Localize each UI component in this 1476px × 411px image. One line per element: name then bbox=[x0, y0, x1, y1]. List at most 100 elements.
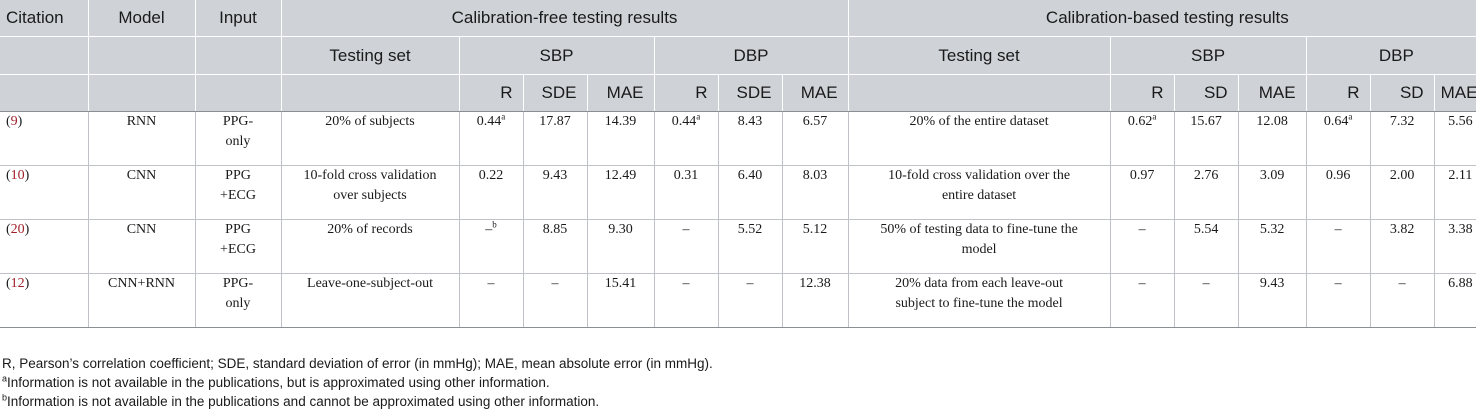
based-dbp-r-cell: – bbox=[1305, 219, 1371, 274]
footnote-a: aInformation is not available in the pub… bbox=[2, 373, 713, 392]
testing-set-line: model bbox=[961, 242, 997, 257]
citation-link[interactable]: 12 bbox=[10, 276, 25, 291]
free-dbp-sde-cell: 5.52 bbox=[717, 219, 782, 274]
based-dbp-sd-header: SD bbox=[1369, 74, 1435, 112]
citation-link[interactable]: 10 bbox=[10, 168, 25, 183]
free-dbp-mae-cell: 12.38 bbox=[781, 273, 849, 328]
citation-paren: ( bbox=[6, 168, 11, 183]
header-empty-cell bbox=[0, 36, 88, 75]
value: – bbox=[682, 222, 690, 237]
value: 0.96 bbox=[1325, 168, 1351, 183]
based-testing-set-cell: 20% of the entire dataset bbox=[847, 111, 1111, 166]
free-sbp-r-cell: – bbox=[458, 273, 523, 328]
based-sbp-r-cell: 0.62a bbox=[1109, 111, 1175, 166]
free-dbp-r-cell: 0.31 bbox=[653, 165, 718, 220]
value: 0.44 bbox=[476, 114, 502, 129]
footnote-mark: a bbox=[1152, 111, 1157, 122]
based-sbp-sd-cell: 2.76 bbox=[1173, 165, 1239, 220]
free-testing-set-cell: 20% of records bbox=[280, 219, 459, 274]
free-sbp-header: SBP bbox=[458, 36, 654, 75]
free-dbp-mae-cell: 5.12 bbox=[781, 219, 849, 274]
input-line: PPG bbox=[225, 168, 251, 183]
free-dbp-sde-cell: – bbox=[717, 273, 782, 328]
citation-link[interactable]: 9 bbox=[10, 114, 18, 129]
free-sbp-sde-cell: 17.87 bbox=[522, 111, 587, 166]
input-line: PPG bbox=[225, 222, 251, 237]
based-sbp-r-cell: – bbox=[1109, 273, 1175, 328]
input-line: only bbox=[225, 134, 251, 149]
based-dbp-sd-cell: 7.32 bbox=[1369, 111, 1435, 166]
table-footnotes: R, Pearson’s correlation coefficient; SD… bbox=[2, 354, 713, 411]
based-sbp-mae-cell: 12.08 bbox=[1237, 111, 1307, 166]
footnote-mark: b bbox=[2, 392, 8, 403]
free-dbp-mae-cell: 6.57 bbox=[781, 111, 849, 166]
header-row-1: Citation Model Input Calibration-free te… bbox=[0, 0, 1476, 37]
free-sbp-sde-cell: – bbox=[522, 273, 587, 328]
free-dbp-r-header: R bbox=[653, 74, 718, 112]
based-dbp-sd-cell: 2.00 bbox=[1369, 165, 1435, 220]
based-sbp-sd-cell: – bbox=[1173, 273, 1239, 328]
testing-set-line: 20% data from each leave-out bbox=[895, 276, 1064, 291]
free-sbp-r-cell: –b bbox=[458, 219, 523, 274]
input-cell: PPG-only bbox=[194, 111, 281, 166]
col-citation-header: Citation bbox=[0, 0, 88, 37]
input-cell: PPG +ECG bbox=[194, 219, 281, 274]
based-dbp-sd-cell: – bbox=[1369, 273, 1435, 328]
value: – bbox=[485, 222, 493, 237]
testing-set-line: 50% of testing data to fine-tune the bbox=[880, 222, 1078, 237]
based-testing-set-header: Testing set bbox=[847, 36, 1111, 75]
based-sbp-header: SBP bbox=[1109, 36, 1307, 75]
based-dbp-mae-cell: 5.56 bbox=[1433, 111, 1476, 166]
free-sbp-mae-cell: 9.30 bbox=[586, 219, 654, 274]
header-empty-cell bbox=[847, 74, 1111, 112]
free-sbp-mae-cell: 14.39 bbox=[586, 111, 654, 166]
citation-paren: ) bbox=[24, 276, 30, 291]
based-sbp-mae-header: MAE bbox=[1237, 74, 1307, 112]
footnote-b: bInformation is not available in the pub… bbox=[2, 392, 713, 411]
value: – bbox=[682, 276, 690, 291]
citation-link[interactable]: 20 bbox=[10, 222, 25, 237]
table-row: (10) CNN PPG +ECG 10-fold cross validatio… bbox=[0, 165, 1476, 220]
free-dbp-sde-header: SDE bbox=[717, 74, 782, 112]
based-dbp-r-header: R bbox=[1305, 74, 1371, 112]
free-dbp-r-cell: – bbox=[653, 219, 718, 274]
footnote-mark: a bbox=[696, 111, 701, 122]
citation-cell: (20) bbox=[0, 219, 88, 274]
input-line: PPG- bbox=[222, 276, 254, 291]
based-sbp-mae-cell: 3.09 bbox=[1237, 165, 1307, 220]
based-sbp-sd-header: SD bbox=[1173, 74, 1239, 112]
free-dbp-sde-cell: 8.43 bbox=[717, 111, 782, 166]
testing-set-line: 10-fold cross validation bbox=[303, 168, 437, 183]
calibration-free-group-header: Calibration-free testing results bbox=[280, 0, 849, 37]
header-row-3: R SDE MAE R SDE MAE R SD MAE R SD MAE bbox=[0, 74, 1476, 112]
testing-set-line: 10-fold cross validation over the bbox=[888, 168, 1071, 183]
free-sbp-sde-header: SDE bbox=[522, 74, 587, 112]
value: 0.22 bbox=[478, 168, 504, 183]
based-dbp-sd-cell: 3.82 bbox=[1369, 219, 1435, 274]
based-sbp-mae-cell: 5.32 bbox=[1237, 219, 1307, 274]
footnote-mark: a bbox=[2, 373, 8, 384]
based-sbp-sd-cell: 15.67 bbox=[1173, 111, 1239, 166]
citation-cell: (10) bbox=[0, 165, 88, 220]
results-table: Citation Model Input Calibration-free te… bbox=[0, 0, 1476, 328]
value: 0.31 bbox=[673, 168, 699, 183]
header-empty-cell bbox=[194, 36, 281, 75]
based-testing-set-cell: 10-fold cross validation over the entire … bbox=[847, 165, 1111, 220]
testing-set-line: over subjects bbox=[333, 188, 407, 203]
col-model-header: Model bbox=[87, 0, 195, 37]
free-testing-set-cell: 20% of subjects bbox=[280, 111, 459, 166]
free-dbp-header: DBP bbox=[653, 36, 849, 75]
value: 0.97 bbox=[1129, 168, 1155, 183]
based-dbp-mae-cell: 2.11 bbox=[1433, 165, 1476, 220]
free-dbp-sde-cell: 6.40 bbox=[717, 165, 782, 220]
input-line: +ECG bbox=[220, 242, 256, 257]
based-sbp-r-header: R bbox=[1109, 74, 1175, 112]
based-dbp-mae-header: MAE bbox=[1433, 74, 1476, 112]
model-cell: CNN+RNN bbox=[87, 273, 195, 328]
header-empty-cell bbox=[87, 36, 195, 75]
testing-set-line: 20% of the entire dataset bbox=[909, 114, 1049, 129]
based-dbp-r-cell: – bbox=[1305, 273, 1371, 328]
free-sbp-mae-cell: 15.41 bbox=[586, 273, 654, 328]
free-dbp-r-cell: – bbox=[653, 273, 718, 328]
free-sbp-mae-cell: 12.49 bbox=[586, 165, 654, 220]
